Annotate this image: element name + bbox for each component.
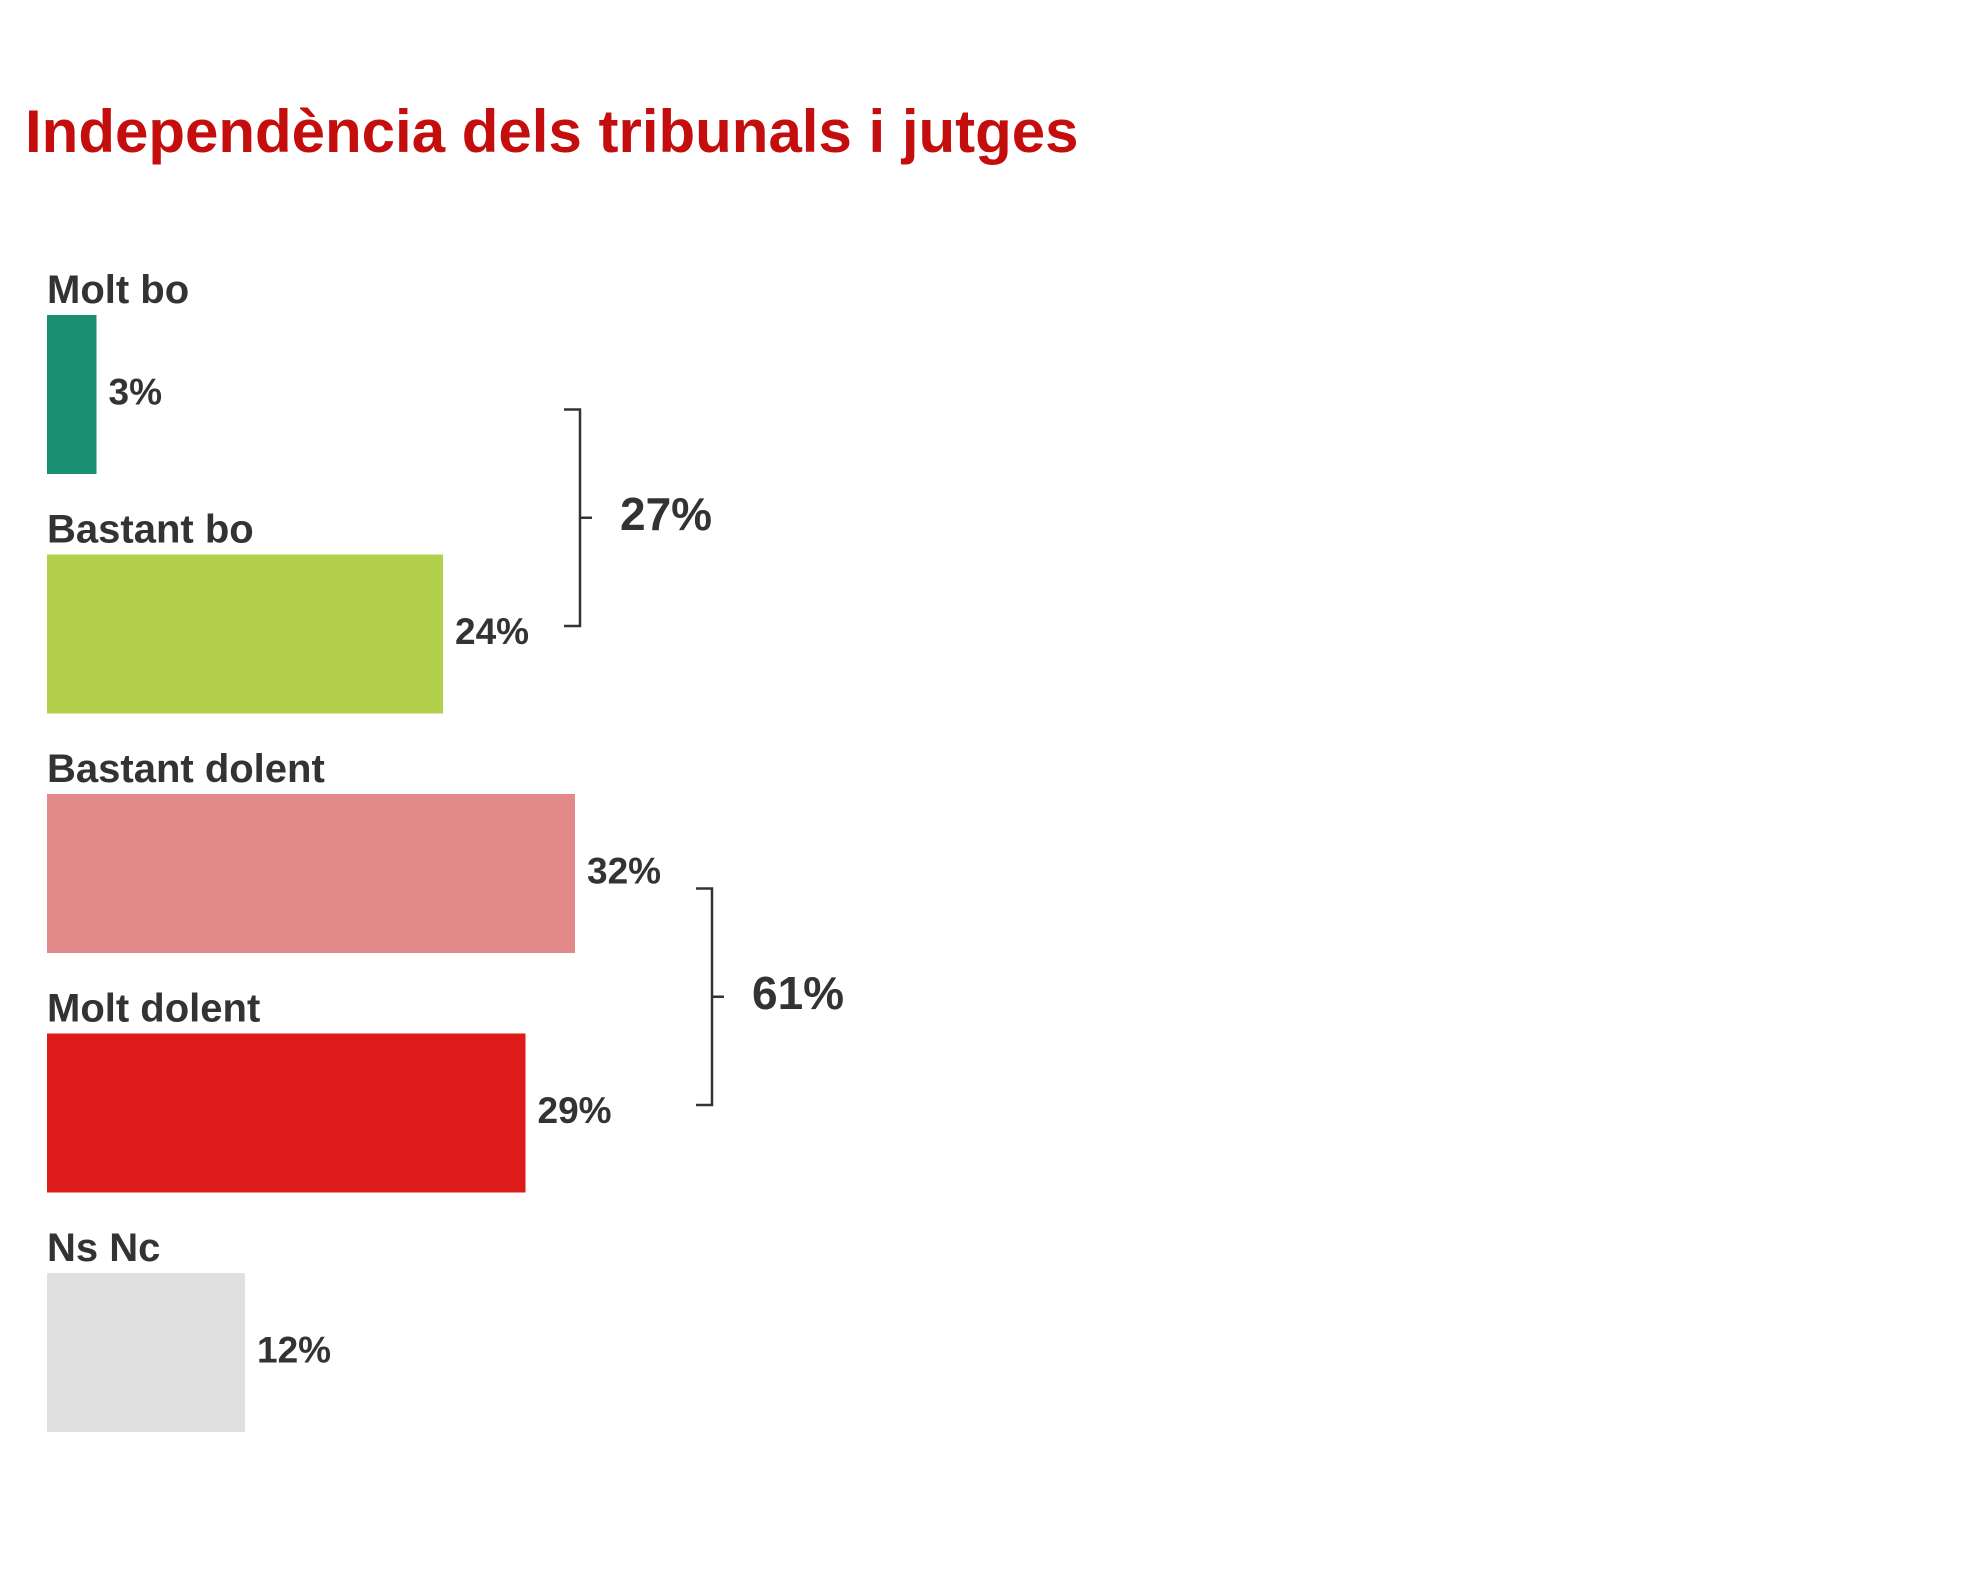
value-label: 24% — [455, 611, 529, 652]
chart-title: Independència dels tribunals i jutges — [25, 98, 1079, 165]
group-bracket — [564, 408, 592, 628]
group-bracket — [696, 887, 724, 1107]
category-label: Bastant bo — [47, 508, 254, 552]
category-label: Molt dolent — [47, 987, 260, 1031]
value-label: 29% — [538, 1090, 612, 1131]
group-total: 27% — [620, 488, 712, 540]
bar — [47, 1033, 526, 1193]
category-label: Molt bo — [47, 268, 189, 312]
value-label: 3% — [109, 371, 162, 412]
bar — [47, 315, 97, 474]
value-label: 32% — [587, 850, 661, 891]
bar — [47, 1273, 245, 1432]
bar — [47, 554, 443, 714]
group-total: 61% — [752, 967, 844, 1019]
category-label: Ns Nc — [47, 1226, 160, 1270]
category-label: Bastant dolent — [47, 747, 325, 791]
bar — [47, 794, 575, 953]
value-label: 12% — [257, 1329, 331, 1370]
